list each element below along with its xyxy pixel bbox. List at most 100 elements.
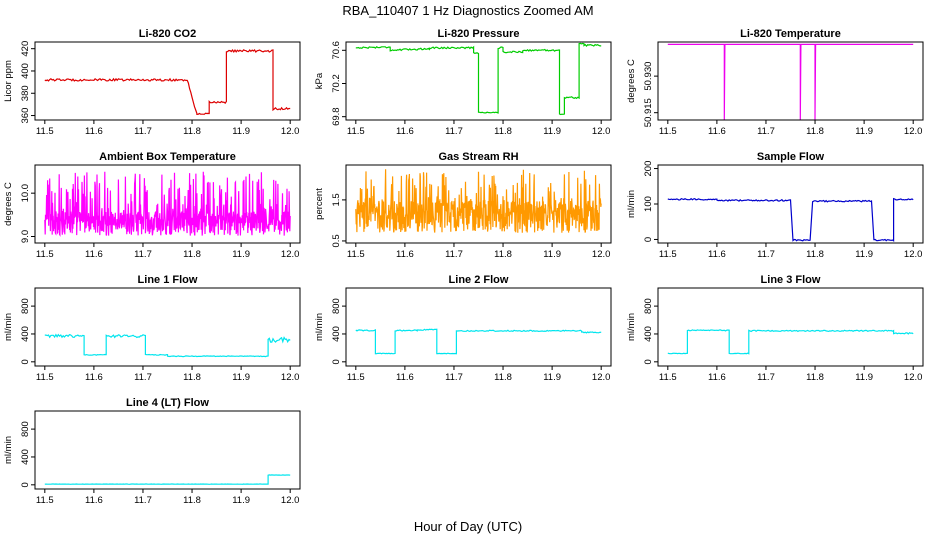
- plot-frame: [345, 164, 612, 244]
- x-tick-label: 11.5: [347, 372, 365, 383]
- x-tick-label: 11.8: [494, 126, 512, 137]
- x-tick-label: 11.9: [232, 372, 250, 383]
- panel-title: Line 4 (LT) Flow: [126, 397, 209, 409]
- x-tick-label: 11.7: [445, 249, 463, 260]
- plot-frame: [34, 410, 301, 490]
- x-tick-label: 11.5: [36, 249, 54, 260]
- x-tick-label: 11.6: [396, 372, 414, 383]
- x-tick-label: 11.5: [659, 372, 677, 383]
- figure-title: RBA_110407 1 Hz Diagnostics Zoomed AM: [342, 3, 593, 18]
- x-tick-label: 11.5: [36, 372, 54, 383]
- y-tick-label: 0: [331, 359, 342, 364]
- y-tick-label: 400: [20, 449, 31, 465]
- x-tick-label: 11.6: [85, 495, 103, 506]
- x-tick-label: 11.8: [183, 495, 201, 506]
- y-tick-label: 1.5: [331, 193, 342, 206]
- y-axis-label: ml/min: [3, 313, 14, 341]
- data-series-line: [667, 329, 914, 355]
- y-tick-label: 69.8: [331, 107, 342, 126]
- y-tick-label: 0: [643, 237, 654, 242]
- y-tick-label: 50.915: [643, 98, 654, 127]
- x-tick-label: 11.8: [494, 372, 512, 383]
- y-tick-label: 380: [20, 85, 31, 101]
- y-tick-label: 50.930: [643, 62, 654, 91]
- x-tick-label: 12.0: [592, 372, 611, 383]
- x-tick-label: 11.8: [183, 372, 201, 383]
- x-tick-label: 11.9: [855, 372, 873, 383]
- x-tick-label: 11.6: [708, 249, 726, 260]
- plot-frame: [657, 164, 924, 244]
- panel-title: Sample Flow: [757, 151, 825, 163]
- chart-panel-8: Line 2 Flow 11.5 11.6 11.7 11.8 11.9 12.0 0 400 8…: [314, 274, 612, 383]
- chart-panel-5: Gas Stream RH 11.5 11.6 11.7 11.8 11.9 12.0 0.5…: [314, 151, 612, 260]
- x-tick-label: 11.6: [85, 372, 103, 383]
- x-tick-label: 11.7: [134, 495, 152, 506]
- chart-panels: Li-820 CO2 11.5 11.6 11.7 11.8 11.9 12.0 360 380…: [3, 28, 924, 506]
- x-tick-label: 11.6: [396, 249, 414, 260]
- y-tick-label: 70.6: [331, 41, 342, 60]
- y-tick-label: 9.0: [20, 230, 31, 243]
- panel-title: Li-820 Pressure: [438, 28, 520, 40]
- data-series-line: [355, 169, 602, 233]
- x-tick-label: 11.8: [183, 126, 201, 137]
- y-axis-label: percent: [314, 188, 325, 220]
- x-tick-label: 12.0: [592, 126, 611, 137]
- y-tick-label: 0.5: [331, 234, 342, 247]
- x-tick-label: 11.8: [806, 372, 824, 383]
- x-tick-label: 11.8: [494, 249, 512, 260]
- x-tick-label: 12.0: [904, 126, 923, 137]
- y-tick-label: 400: [643, 326, 654, 342]
- data-series-line: [667, 43, 914, 121]
- data-series-line: [44, 333, 291, 358]
- x-tick-label: 11.9: [232, 495, 250, 506]
- x-tick-label: 11.6: [85, 249, 103, 260]
- y-tick-label: 400: [331, 326, 342, 342]
- x-tick-label: 12.0: [281, 495, 300, 506]
- panel-title: Li-820 CO2: [139, 28, 196, 40]
- y-tick-label: 0: [20, 359, 31, 364]
- y-axis-label: ml/min: [314, 313, 325, 341]
- x-tick-label: 11.5: [347, 126, 365, 137]
- x-tick-label: 11.5: [659, 126, 677, 137]
- panel-title: Gas Stream RH: [438, 151, 518, 163]
- y-tick-label: 360: [20, 108, 31, 124]
- y-tick-label: 0: [643, 359, 654, 364]
- panel-title: Ambient Box Temperature: [99, 151, 236, 163]
- x-tick-label: 11.7: [134, 372, 152, 383]
- plot-frame: [345, 287, 612, 367]
- plot-frame: [34, 287, 301, 367]
- x-tick-label: 11.9: [232, 126, 250, 137]
- y-tick-label: 800: [643, 298, 654, 314]
- y-axis-label: ml/min: [626, 313, 637, 341]
- y-axis-label: degrees C: [3, 182, 14, 226]
- x-tick-label: 11.8: [183, 249, 201, 260]
- x-tick-label: 11.9: [543, 126, 561, 137]
- panel-title: Line 1 Flow: [138, 274, 198, 286]
- panel-title: Line 3 Flow: [761, 274, 821, 286]
- y-tick-label: 420: [20, 41, 31, 57]
- x-tick-label: 11.5: [36, 126, 54, 137]
- data-series-line: [44, 48, 291, 116]
- y-tick-label: 0: [20, 482, 31, 487]
- panel-title: Li-820 Temperature: [740, 28, 841, 40]
- x-tick-label: 11.7: [757, 372, 775, 383]
- chart-panel-1: Li-820 CO2 11.5 11.6 11.7 11.8 11.9 12.0 360 380…: [3, 28, 301, 137]
- y-axis-label: ml/min: [626, 190, 637, 218]
- y-tick-label: 400: [20, 326, 31, 342]
- x-tick-label: 11.7: [134, 249, 152, 260]
- y-tick-label: 800: [331, 298, 342, 314]
- x-tick-label: 12.0: [281, 126, 300, 137]
- chart-panel-2: Li-820 Pressure 11.5 11.6 11.7 11.8 11.9 12.0 6…: [314, 28, 612, 137]
- x-tick-label: 11.6: [708, 372, 726, 383]
- data-series-line: [667, 197, 914, 242]
- plot-frame: [34, 164, 301, 244]
- y-axis-label: Licor ppm: [3, 60, 14, 102]
- x-tick-label: 11.5: [36, 495, 54, 506]
- chart-panel-4: Ambient Box Temperature 11.5 11.6 11.7 11.8 1…: [3, 151, 301, 260]
- x-tick-label: 11.6: [396, 126, 414, 137]
- y-tick-label: 200: [643, 161, 654, 177]
- y-axis-label: degrees C: [626, 59, 637, 103]
- chart-panel-7: Line 1 Flow 11.5 11.6 11.7 11.8 11.9 12.0 0 400 8…: [3, 274, 301, 383]
- data-series-line: [355, 42, 602, 116]
- data-series-line: [355, 328, 602, 355]
